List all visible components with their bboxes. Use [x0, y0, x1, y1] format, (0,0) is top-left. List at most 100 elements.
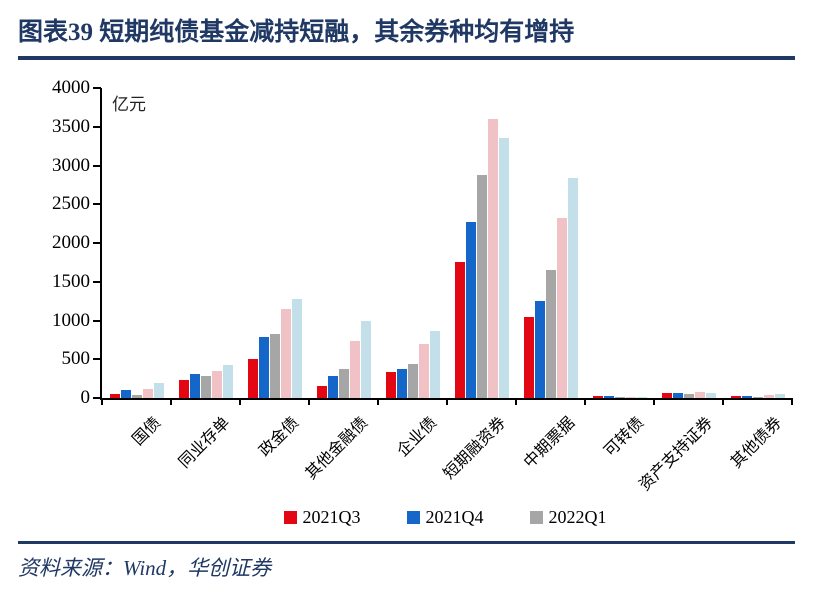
bar	[683, 394, 694, 398]
x-axis-tick	[653, 398, 655, 405]
y-axis-tick	[93, 280, 101, 283]
x-axis-label: 短期融资券	[441, 414, 510, 483]
bar	[545, 270, 556, 398]
x-axis-tick	[722, 398, 724, 405]
legend-swatch-icon	[283, 511, 297, 524]
y-axis-tick	[93, 87, 101, 89]
bar	[694, 391, 705, 398]
y-axis-tick	[93, 242, 101, 244]
bar	[592, 396, 603, 398]
bar	[523, 316, 534, 398]
legend-item: 2021Q4	[406, 507, 484, 528]
bar	[418, 343, 429, 398]
x-axis-label: 政金债	[256, 414, 303, 461]
x-axis-label: 其他债券	[728, 414, 786, 472]
x-axis-tick	[791, 398, 793, 405]
x-axis-label: 国债	[130, 414, 165, 449]
legend-item: 2022Q1	[529, 507, 607, 528]
y-axis-tick-label: 2000	[52, 232, 90, 253]
bar	[360, 320, 371, 398]
bar	[316, 386, 327, 398]
footer-divider	[18, 541, 795, 544]
x-axis-label: 其他金融债	[303, 414, 372, 483]
bar	[189, 373, 200, 398]
bar	[385, 372, 396, 398]
y-axis-tick-label: 3000	[52, 154, 90, 176]
bar	[142, 389, 153, 398]
bar	[603, 396, 614, 398]
bar	[178, 380, 189, 398]
x-axis-tick	[446, 398, 448, 405]
bar	[280, 308, 291, 398]
bar	[741, 396, 752, 398]
bar	[763, 394, 774, 398]
bar	[327, 376, 338, 398]
y-axis-tick	[93, 397, 101, 399]
y-axis-unit-label: 亿元	[112, 95, 146, 114]
y-axis-tick-label: 1500	[52, 270, 90, 292]
bar-chart: 亿元 0 500 1000 1500 2000 2500 3000 3500 4000 2021…	[0, 70, 813, 540]
x-axis-label: 中期票据	[521, 414, 579, 472]
y-axis-tick	[93, 164, 101, 167]
y-axis-tick	[93, 358, 101, 361]
bar	[774, 393, 785, 398]
bar	[429, 331, 440, 398]
legend-label: 2021Q3	[302, 507, 361, 527]
bar	[258, 336, 269, 398]
x-axis-tick	[239, 398, 241, 405]
plot-area: 0 500 1000 1500 2000 2500 3000 3500 4000	[52, 78, 793, 407]
bar	[752, 396, 763, 398]
bar	[614, 396, 625, 398]
y-axis-tick-label: 2500	[52, 193, 90, 215]
x-axis-label: 企业债	[394, 414, 441, 461]
bar	[636, 397, 647, 398]
y-axis-tick-label: 3500	[52, 115, 90, 137]
bar	[556, 218, 567, 398]
x-axis-tick	[584, 398, 586, 405]
x-axis-tick	[515, 398, 517, 405]
legend-item: 2021Q3	[283, 507, 361, 528]
title-divider	[18, 56, 795, 60]
x-axis-tick	[101, 398, 103, 405]
bar	[454, 262, 465, 398]
source-note: 资料来源：Wind，华创证券	[18, 556, 272, 580]
bar	[120, 390, 131, 398]
x-axis-tick	[308, 398, 310, 405]
bar	[396, 368, 407, 398]
bar	[338, 369, 349, 398]
legend-label: 2021Q4	[425, 507, 484, 527]
y-axis-tick	[93, 203, 101, 206]
bar	[625, 396, 636, 398]
bar	[730, 396, 741, 398]
bar	[131, 394, 142, 398]
x-axis-tick	[377, 398, 379, 405]
bar	[476, 174, 487, 398]
bar	[705, 392, 716, 398]
chart-legend: 2021Q3 2021Q4 2022Q1	[100, 507, 790, 528]
bar	[211, 370, 222, 398]
x-axis-label: 可转债	[601, 414, 648, 461]
y-axis-tick-label: 0	[80, 387, 91, 408]
x-axis-tick	[170, 398, 172, 405]
bar	[465, 222, 476, 398]
y-axis-tick-label: 1000	[52, 309, 90, 331]
bar	[672, 393, 683, 398]
bar	[487, 119, 498, 398]
y-axis-tick	[93, 319, 101, 322]
y-axis-tick	[93, 125, 101, 128]
bar	[109, 394, 120, 398]
bar	[349, 341, 360, 398]
bar	[222, 364, 233, 398]
legend-swatch-icon	[529, 511, 543, 524]
bar	[534, 301, 545, 398]
legend-label: 2022Q1	[548, 507, 607, 527]
bar	[247, 359, 258, 398]
bar	[153, 383, 164, 398]
bar	[498, 138, 509, 398]
bar	[661, 392, 672, 398]
x-axis-label: 同业存单	[176, 414, 234, 472]
y-axis-tick-label: 500	[61, 348, 91, 370]
bar	[407, 363, 418, 398]
x-axis-label: 资产支持证券	[636, 414, 717, 495]
